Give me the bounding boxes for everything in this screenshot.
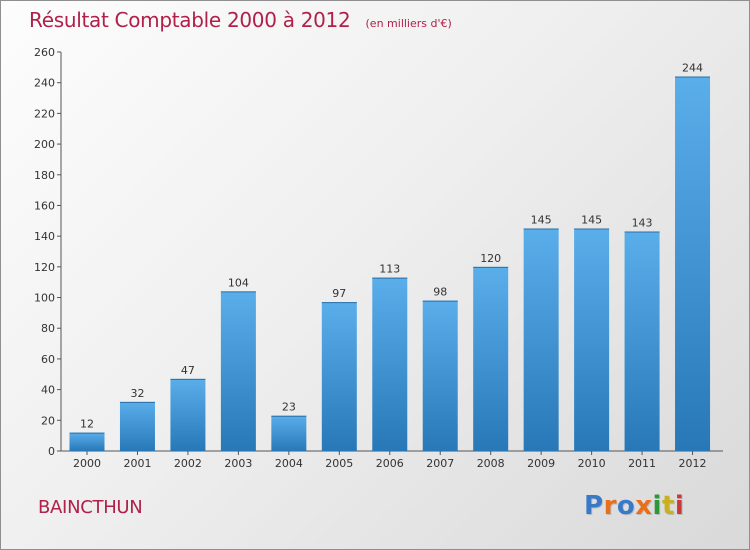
bar-2012 <box>675 76 711 452</box>
data-label: 12 <box>80 418 94 431</box>
y-tick-label: 120 <box>34 261 55 274</box>
y-tick-label: 180 <box>34 169 55 182</box>
x-tick-label: 2008 <box>477 457 505 470</box>
data-label: 32 <box>130 387 144 400</box>
chart-title: Résultat Comptable 2000 à 2012 <box>29 8 351 32</box>
data-label: 113 <box>379 263 400 276</box>
data-label: 143 <box>632 217 653 230</box>
bar-2008 <box>473 266 509 451</box>
bar-2004 <box>271 415 307 451</box>
x-tick-label: 2009 <box>527 457 555 470</box>
data-label: 47 <box>181 364 195 377</box>
data-label: 244 <box>682 62 703 75</box>
logo-letter: o <box>616 491 636 521</box>
logo-letter: P <box>584 491 604 521</box>
logo-letter: i <box>652 491 662 521</box>
chart-bars <box>69 76 711 452</box>
x-tick-label: 2001 <box>123 457 151 470</box>
data-label: 120 <box>480 252 501 265</box>
bar-2002 <box>170 378 206 451</box>
bar-2006 <box>372 277 408 451</box>
data-label: 23 <box>282 401 296 414</box>
data-label: 97 <box>332 287 346 300</box>
x-tick-label: 2006 <box>376 457 404 470</box>
chart-labels: 2000 12 2001 32 2002 47 2003 104 2004 23 2005 97 200… <box>73 62 707 470</box>
bar-2011 <box>624 231 660 451</box>
commune-name: BAINCTHUN <box>38 497 143 518</box>
y-tick-label: 40 <box>41 384 55 397</box>
bar-2007 <box>422 300 458 451</box>
y-tick-label: 160 <box>34 199 55 212</box>
logo-letter: r <box>603 491 617 521</box>
x-tick-label: 2010 <box>578 457 606 470</box>
x-tick-label: 2004 <box>275 457 303 470</box>
y-tick-label: 80 <box>41 322 55 335</box>
data-label: 145 <box>581 213 602 226</box>
logo-letter: t <box>661 491 675 521</box>
y-tick-label: 260 <box>34 46 55 59</box>
y-tick-label: 60 <box>41 353 55 366</box>
x-tick-label: 2012 <box>679 457 707 470</box>
x-tick-label: 2002 <box>174 457 202 470</box>
bar-2003 <box>220 291 256 451</box>
chart-header: Résultat Comptable 2000 à 2012 (en milli… <box>29 8 452 32</box>
bar-2010 <box>574 228 610 451</box>
bar-2001 <box>119 401 155 451</box>
y-tick-label: 20 <box>41 414 55 427</box>
logo-letter: x <box>635 491 653 521</box>
y-tick-label: 240 <box>34 77 55 90</box>
x-tick-label: 2011 <box>628 457 656 470</box>
y-tick-label: 200 <box>34 138 55 151</box>
bar-2000 <box>69 432 105 451</box>
x-tick-label: 2007 <box>426 457 454 470</box>
data-label: 104 <box>228 276 249 289</box>
x-tick-label: 2003 <box>224 457 252 470</box>
y-tick-label: 220 <box>34 107 55 120</box>
chart-subtitle: (en milliers d'€) <box>365 17 452 30</box>
data-label: 98 <box>433 286 447 299</box>
x-tick-label: 2000 <box>73 457 101 470</box>
y-tick-label: 100 <box>34 292 55 305</box>
proxiti-logo[interactable]: Proxiti <box>584 491 684 521</box>
y-tick-label: 0 <box>48 445 55 458</box>
bar-2005 <box>321 302 357 451</box>
y-tick-label: 140 <box>34 230 55 243</box>
data-label: 145 <box>531 213 552 226</box>
logo-letter: i <box>674 491 685 521</box>
x-tick-label: 2005 <box>325 457 353 470</box>
bar-2009 <box>523 228 559 451</box>
